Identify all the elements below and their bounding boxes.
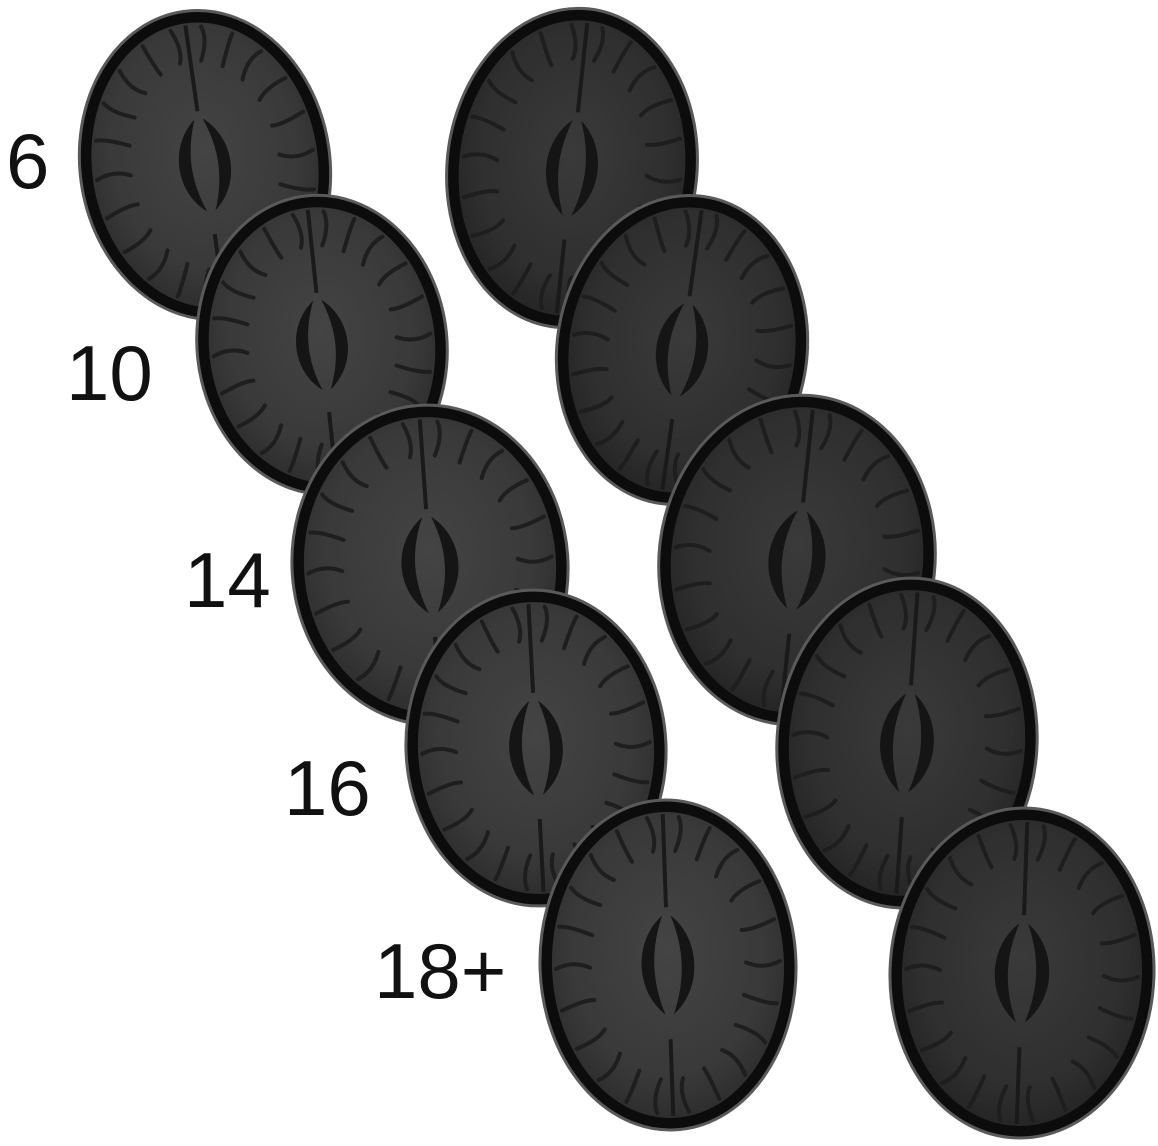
age-label-14: 14: [184, 536, 271, 624]
mri-slice-row4-col1: [888, 806, 1156, 1140]
mri-slice-row4-col0: [538, 798, 798, 1132]
mri-slice-row3-col0: [404, 588, 668, 908]
age-label-10: 10: [66, 329, 153, 417]
age-label-18plus: 18+: [374, 927, 506, 1015]
mri-slices: [77, 6, 1156, 1140]
age-label-16: 16: [284, 744, 371, 832]
age-label-6: 6: [6, 117, 49, 205]
